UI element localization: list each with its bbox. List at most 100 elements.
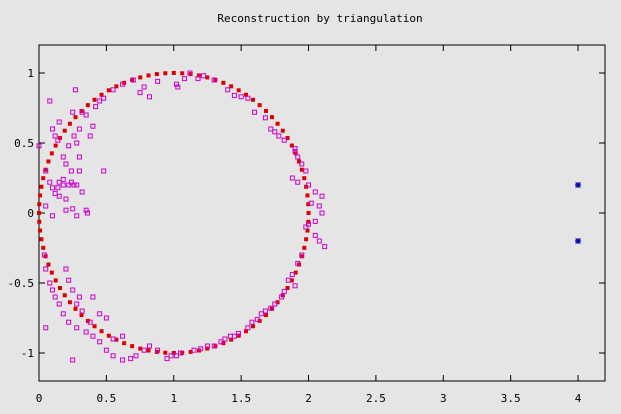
data-point — [79, 189, 85, 195]
data-point — [128, 356, 134, 362]
data-point — [85, 103, 90, 108]
data-point — [188, 72, 193, 77]
data-point — [46, 159, 51, 164]
data-point — [47, 98, 53, 104]
data-point — [43, 203, 49, 209]
data-point — [173, 353, 179, 359]
data-point — [53, 278, 58, 283]
data-point — [71, 182, 77, 188]
data-point — [171, 71, 176, 75]
x-tick-label: 3 — [440, 392, 447, 405]
data-point — [49, 185, 55, 191]
data-point — [264, 313, 269, 318]
data-point — [197, 73, 202, 78]
data-point — [285, 135, 290, 140]
data-point — [269, 306, 274, 311]
data-point — [76, 154, 82, 160]
data-point — [93, 104, 99, 110]
data-point — [79, 313, 84, 318]
data-point — [49, 270, 54, 275]
data-point — [133, 353, 139, 359]
data-point — [205, 346, 210, 351]
x-tick-label: 2 — [305, 392, 312, 405]
data-point — [178, 350, 183, 356]
data-point — [74, 213, 80, 219]
data-point — [90, 123, 96, 129]
data-point — [231, 333, 237, 339]
data-point — [575, 238, 582, 244]
data-point — [52, 133, 58, 139]
data-point — [303, 168, 309, 174]
data-point — [83, 207, 89, 213]
data-point — [138, 75, 143, 80]
data-point — [235, 330, 241, 336]
y-tick-label: 0.5 — [14, 137, 34, 150]
data-point — [299, 254, 304, 259]
data-point — [245, 325, 251, 331]
data-point — [56, 179, 62, 185]
data-point — [245, 95, 251, 101]
data-point — [97, 311, 103, 317]
data-point — [249, 319, 255, 325]
data-point — [63, 161, 69, 167]
data-point — [292, 283, 298, 289]
data-point — [236, 88, 241, 93]
data-point — [312, 218, 318, 224]
y-tick-label: -0.5 — [8, 277, 35, 290]
data-point — [49, 287, 55, 293]
data-point — [38, 193, 43, 198]
data-point — [280, 128, 285, 133]
data-point — [106, 88, 111, 93]
data-point — [285, 277, 291, 283]
data-point — [60, 154, 66, 160]
data-point — [87, 133, 93, 139]
data-point — [312, 232, 318, 238]
data-point — [52, 190, 58, 196]
data-point — [211, 77, 217, 83]
data-point — [110, 336, 116, 342]
data-point — [83, 329, 89, 335]
data-point — [171, 351, 176, 355]
y-tick-label: 0 — [27, 207, 34, 220]
data-point — [250, 324, 255, 329]
data-point — [254, 316, 260, 322]
data-point — [276, 133, 282, 139]
data-point — [74, 301, 80, 307]
x-tick-label: 2.5 — [366, 392, 386, 405]
data-point — [74, 140, 80, 146]
data-point — [83, 112, 89, 118]
data-point — [312, 189, 318, 195]
data-point — [200, 73, 206, 79]
data-point — [43, 254, 48, 259]
data-point — [289, 278, 294, 283]
data-point — [306, 182, 312, 188]
data-point — [218, 339, 224, 345]
data-point — [92, 97, 97, 102]
data-point — [49, 151, 54, 156]
data-point — [41, 252, 47, 258]
data-point — [43, 167, 48, 172]
data-point — [262, 115, 268, 121]
data-point — [322, 244, 328, 250]
data-point — [41, 176, 46, 181]
data-point — [101, 95, 107, 101]
data-point — [292, 148, 298, 154]
data-point — [231, 92, 237, 98]
data-point — [304, 237, 309, 242]
data-point — [168, 353, 174, 359]
data-point — [289, 272, 295, 278]
data-point — [70, 206, 76, 212]
x-tick-label: 3.5 — [501, 392, 521, 405]
data-point — [53, 143, 58, 148]
axes: 0 0.5 1 1.5 2 2.5 3 3.5 4 -1 -0.5 0 0.5 1 — [8, 45, 605, 405]
data-point — [68, 179, 74, 185]
data-point — [155, 78, 161, 84]
data-point — [49, 126, 55, 132]
data-point — [243, 92, 248, 97]
data-point — [46, 262, 51, 267]
data-point — [308, 200, 314, 206]
data-point — [103, 315, 109, 321]
data-point — [163, 71, 168, 76]
data-point — [90, 294, 96, 300]
data-point — [66, 182, 72, 188]
